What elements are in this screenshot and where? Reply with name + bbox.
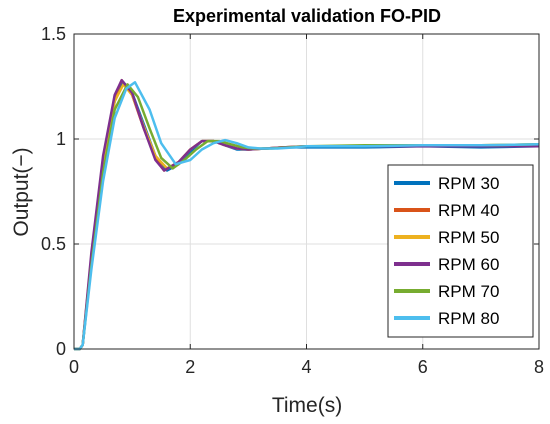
y-axis-label: Output(−) — [10, 147, 33, 236]
x-tick-label: 8 — [534, 357, 544, 377]
legend-label: RPM 60 — [438, 255, 499, 274]
legend-box — [387, 164, 534, 338]
series-line — [74, 81, 540, 351]
legend-label: RPM 30 — [438, 174, 499, 193]
chart-title: Experimental validation FO-PID — [173, 6, 441, 26]
legend-label: RPM 80 — [438, 309, 499, 328]
y-tick-label: 1.5 — [41, 24, 66, 44]
y-tick-label: 0.5 — [41, 234, 66, 254]
x-tick-label: 0 — [69, 357, 79, 377]
legend: RPM 30 RPM 40 RPM 50 RPM 60 RPM 70 RPM 80 — [387, 164, 534, 338]
x-axis-label: Time(s) — [272, 394, 342, 417]
x-tick-label: 4 — [301, 357, 311, 377]
series-lines — [74, 78, 540, 351]
legend-label: RPM 40 — [438, 201, 499, 220]
x-tick-label: 6 — [418, 357, 428, 377]
y-tick-label: 1 — [56, 129, 66, 149]
legend-label: RPM 70 — [438, 282, 499, 301]
ticks: 0 2 4 6 8 0 0.5 1 1.5 — [41, 24, 544, 377]
legend-label: RPM 50 — [438, 228, 499, 247]
x-tick-label: 2 — [185, 357, 195, 377]
y-tick-label: 0 — [56, 339, 66, 359]
